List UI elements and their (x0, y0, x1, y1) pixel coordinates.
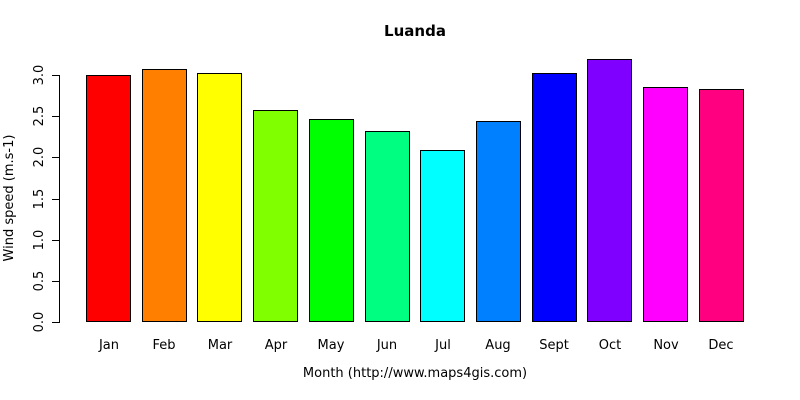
x-tick-label-mar: Mar (207, 338, 233, 353)
bar-nov (643, 87, 688, 322)
x-axis-title: Month (http://www.maps4gis.com) (302, 366, 528, 381)
y-tick-label: 2.5 (32, 105, 47, 127)
y-tick-mark (52, 322, 59, 323)
bar-dec (699, 89, 744, 322)
x-tick-label-feb: Feb (152, 338, 176, 353)
y-tick-label: 3.0 (32, 64, 47, 86)
y-tick-label: 0.5 (32, 270, 47, 292)
bar-sept (532, 73, 577, 322)
x-tick-label-sept: Sept (539, 338, 569, 353)
y-tick-label: 1.0 (32, 229, 47, 251)
bar-jun (365, 131, 410, 322)
chart-title: Luanda (384, 22, 446, 40)
x-tick-label-jul: Jul (435, 338, 451, 353)
bar-apr (253, 110, 298, 322)
bar-mar (197, 73, 242, 322)
y-tick-mark (52, 281, 59, 282)
x-tick-label-aug: Aug (485, 338, 511, 353)
y-axis-title: Wind speed (m.s-1) (2, 134, 17, 262)
x-tick-label-oct: Oct (598, 338, 622, 353)
y-tick-mark (52, 157, 59, 158)
x-tick-label-apr: Apr (264, 338, 288, 353)
bar-may (309, 119, 354, 322)
y-tick-mark (52, 116, 59, 117)
x-tick-label-may: May (317, 338, 345, 353)
y-tick-label: 1.5 (32, 188, 47, 210)
x-tick-label-jun: Jun (376, 338, 398, 353)
bar-feb (142, 69, 187, 322)
x-tick-label-jan: Jan (98, 338, 120, 353)
y-tick-mark (52, 75, 59, 76)
y-tick-label: 2.0 (32, 146, 47, 168)
x-tick-label-dec: Dec (708, 338, 734, 353)
y-axis-line (59, 75, 60, 323)
bar-jul (420, 150, 465, 322)
y-tick-label: 0.0 (32, 311, 47, 333)
bar-oct (587, 59, 632, 322)
y-tick-mark (52, 240, 59, 241)
x-tick-label-nov: Nov (653, 338, 679, 353)
bar-jan (86, 75, 131, 322)
bar-aug (476, 121, 521, 322)
y-tick-mark (52, 199, 59, 200)
